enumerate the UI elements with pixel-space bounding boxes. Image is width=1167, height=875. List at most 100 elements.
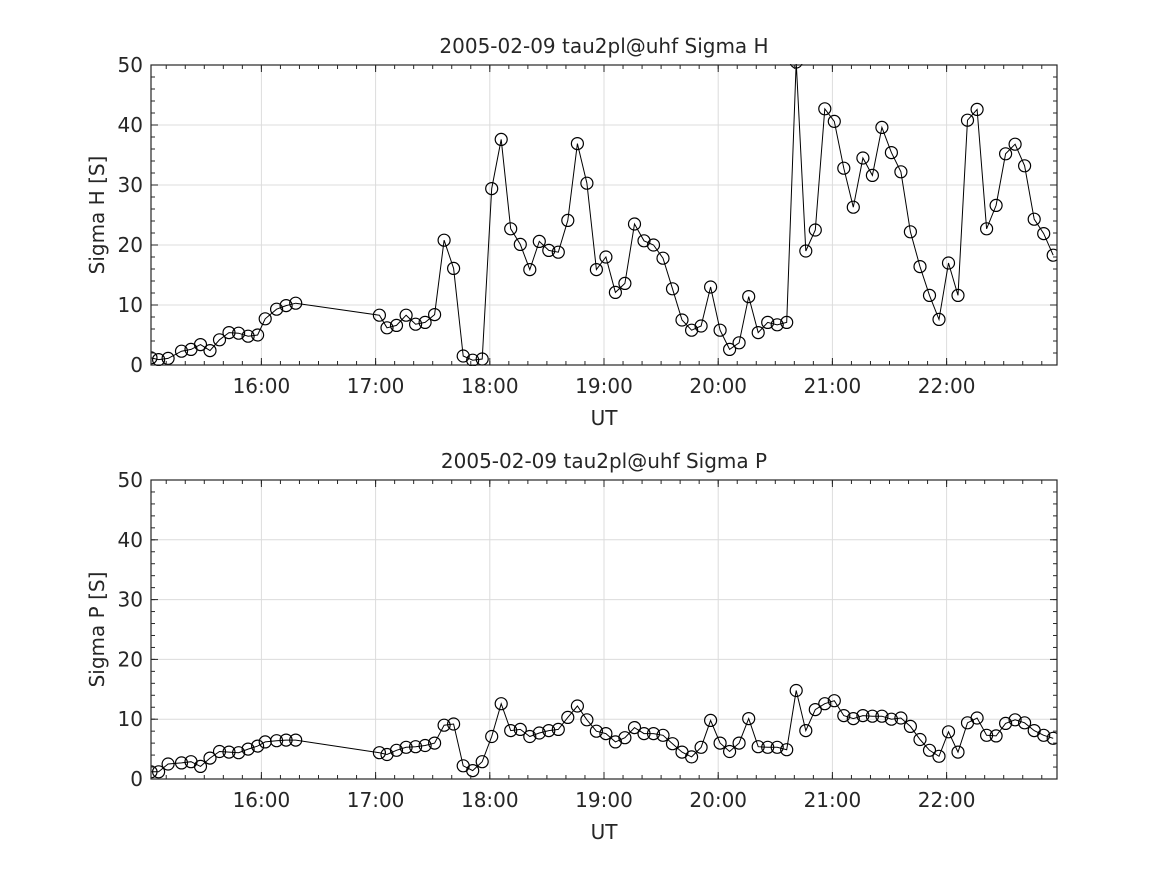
sigma-h-data-point [437, 233, 451, 247]
sigma-h-x-tick-label: 16:00 [233, 374, 291, 398]
sigma-p-data-point [808, 702, 822, 717]
sigma-h-data-point [789, 64, 803, 69]
sigma-h-data-point [409, 317, 423, 331]
sigma-h-y-tick-label: 10 [118, 293, 143, 317]
sigma-p-data-point [409, 740, 423, 754]
sigma-h-data-point [951, 288, 965, 302]
sigma-p-data-point [270, 734, 284, 748]
sigma-h-y-tick-label: 20 [118, 233, 143, 257]
sigma-h-data-point [485, 182, 499, 196]
sigma-p-data-point [589, 724, 604, 738]
sigma-p-data-point [865, 709, 880, 723]
sigma-h-data-point [380, 321, 394, 335]
sigma-p-y-axis-label: Sigma P [S] [85, 572, 109, 688]
sigma-h-x-tick-label: 21:00 [804, 374, 862, 398]
sigma-h-x-tick-label: 17:00 [347, 374, 405, 398]
sigma-h-data-point [827, 114, 841, 129]
sigma-h-data-point [1037, 227, 1051, 241]
sigma-h-data-point [941, 256, 956, 270]
sigma-h-data-point [742, 290, 756, 304]
sigma-p-data-point [627, 720, 642, 735]
sigma-p-data-point [504, 723, 518, 738]
sigma-h-data-point [665, 282, 680, 296]
sigma-h-data-point [627, 217, 642, 231]
sigma-h-data-point [856, 151, 870, 165]
sigma-p-data-point [799, 723, 813, 738]
sigma-p-data-point [494, 697, 508, 711]
sigma-p-y-tick-label: 20 [118, 647, 143, 671]
sigma-p-data-point [475, 755, 489, 769]
sigma-h-data-point [656, 251, 670, 265]
sigma-h-x-tick-label: 18:00 [461, 374, 519, 398]
sigma-h-data-point [808, 223, 822, 237]
sigma-p-data-point [618, 731, 632, 745]
sigma-h-data-point [608, 285, 623, 299]
sigma-h-data-point [932, 312, 946, 326]
sigma-h-data-point [865, 168, 880, 182]
sigma-p-x-tick-label: 22:00 [918, 788, 976, 812]
sigma-p-x-tick-label: 16:00 [233, 788, 291, 812]
sigma-p-data-point [827, 694, 841, 708]
sigma-h-data-point [970, 102, 984, 117]
sigma-p-data-point [970, 711, 984, 725]
sigma-h-data-point [447, 261, 461, 275]
sigma-p-data-point [998, 716, 1013, 731]
sigma-p-y-tick-label: 40 [118, 528, 143, 552]
sigma-p-data-point [580, 713, 594, 727]
sigma-h-data-point [532, 234, 546, 248]
sigma-h-x-tick-label: 19:00 [575, 374, 633, 398]
sigma-p-data-point [903, 719, 918, 734]
sigma-h-data-point [580, 176, 594, 190]
sigma-h-data-point [174, 344, 189, 358]
sigma-p-data-point [646, 726, 661, 741]
sigma-p-data-point [161, 757, 175, 771]
sigma-h-data-point [675, 313, 689, 327]
sigma-h-data-point [894, 165, 908, 179]
sigma-p-data-point [389, 743, 404, 757]
sigma-p-data-point [742, 711, 756, 726]
sigma-p-data-point [203, 751, 217, 765]
sigma-p-data-point [570, 699, 585, 713]
sigma-p-chart: 0 10 20 30 40 50 16:00 17:00 18:00 19:00 20:00 21:0… [85, 449, 1058, 844]
sigma-p-data-point [372, 746, 386, 760]
sigma-h-data-point [289, 296, 303, 310]
sigma-p-x-tick-label: 18:00 [461, 788, 519, 812]
sigma-h-data-point [561, 213, 575, 227]
sigma-p-data-point [732, 736, 746, 750]
sigma-h-data-point [570, 137, 585, 151]
sigma-h-data-point [732, 336, 746, 350]
sigma-p-data-point [599, 726, 613, 741]
sigma-h-data-point [722, 342, 737, 356]
sigma-h-data-point [151, 351, 158, 365]
sigma-p-data-point [1008, 713, 1022, 727]
sigma-p-data-point [447, 717, 461, 731]
sigma-p-data-point [922, 743, 937, 757]
sigma-h-data-point [979, 222, 994, 236]
sigma-p-data-point [770, 740, 784, 754]
sigma-h-data-point [372, 308, 386, 322]
sigma-h-data-point [618, 276, 632, 290]
sigma-p-data-point [989, 729, 1003, 743]
sigma-p-data-point [513, 722, 527, 737]
sigma-p-data-point [837, 708, 851, 723]
sigma-h-x-axis-label: UT [591, 406, 619, 430]
sigma-h-data-point [418, 315, 432, 329]
sigma-p-x-tick-label: 17:00 [347, 788, 405, 812]
sigma-p-data-point [818, 697, 832, 711]
sigma-h-data-point [542, 243, 556, 257]
sigma-p-data-point [694, 740, 708, 754]
sigma-h-data-point [523, 263, 537, 277]
sigma-p-data-point [561, 710, 575, 725]
sigma-h-data-point [551, 245, 565, 259]
sigma-h-data-point [589, 263, 604, 277]
sigma-h-data-point [258, 312, 272, 326]
sigma-h-data-point [903, 225, 918, 239]
sigma-p-series [151, 683, 1057, 779]
sigma-p-data-point [856, 708, 870, 723]
sigma-p-data-point [780, 743, 794, 757]
sigma-h-x-tick-label: 20:00 [689, 374, 747, 398]
sigma-h-data-point [222, 326, 236, 340]
sigma-p-ticks: 0 10 20 30 40 50 16:00 17:00 18:00 19:00 20:00 21:0… [118, 468, 1057, 812]
sigma-p-data-point [656, 728, 670, 742]
